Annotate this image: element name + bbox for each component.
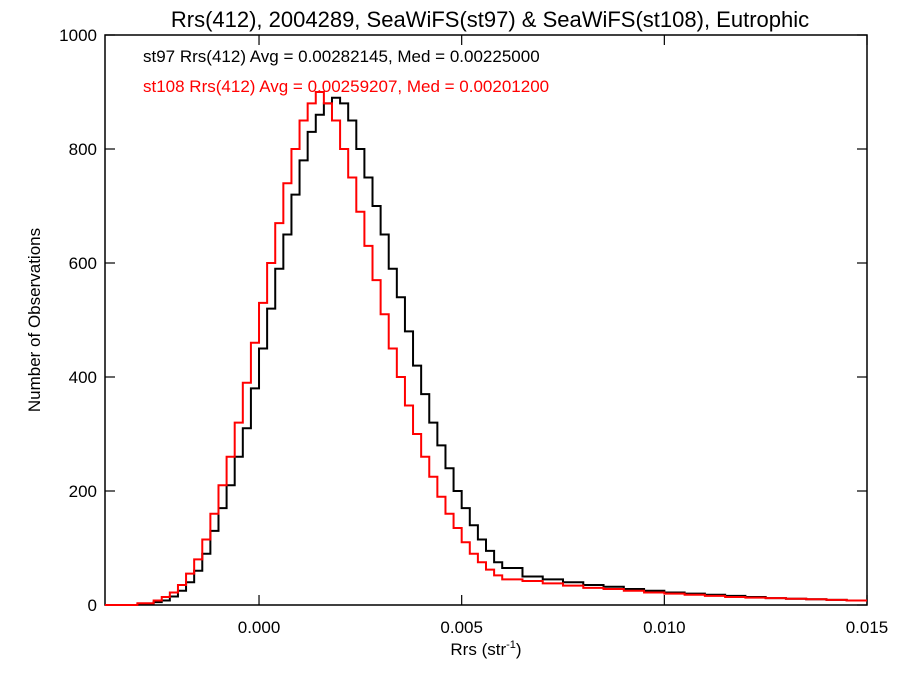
- series-layer: [105, 91, 867, 606]
- y-tick-label: 600: [69, 254, 97, 273]
- x-axis-label: Rrs (str-1): [450, 639, 521, 659]
- series-line-st108: [105, 91, 867, 606]
- plot-frame: [104, 34, 868, 606]
- x-axis-label-sup: -1: [506, 639, 516, 651]
- st97-annotation: st97 Rrs(412) Avg = 0.00282145, Med = 0.…: [143, 47, 540, 66]
- x-axis-ticks: 0.000 0.005 0.010 0.015: [238, 35, 889, 637]
- x-tick-label: 0.005: [440, 618, 483, 637]
- series-line-st97: [105, 96, 867, 606]
- st108-annotation: st108 Rrs(412) Avg = 0.00259207, Med = 0…: [143, 77, 549, 96]
- y-tick-label: 200: [69, 482, 97, 501]
- x-tick-label: 0.000: [238, 618, 281, 637]
- x-tick-label: 0.015: [846, 618, 889, 637]
- x-axis-label-close: ): [516, 640, 522, 659]
- y-tick-label: 1000: [59, 26, 97, 45]
- y-tick-label: 800: [69, 140, 97, 159]
- y-axis-label: Number of Observations: [25, 228, 44, 412]
- y-tick-label: 0: [88, 596, 97, 615]
- y-axis-ticks: 0 200 400 600 800 1000: [59, 26, 867, 615]
- y-tick-label: 400: [69, 368, 97, 387]
- x-tick-label: 0.010: [643, 618, 686, 637]
- x-axis-label-main: Rrs (str: [450, 640, 506, 659]
- chart-title: Rrs(412), 2004289, SeaWiFS(st97) & SeaWi…: [171, 7, 809, 32]
